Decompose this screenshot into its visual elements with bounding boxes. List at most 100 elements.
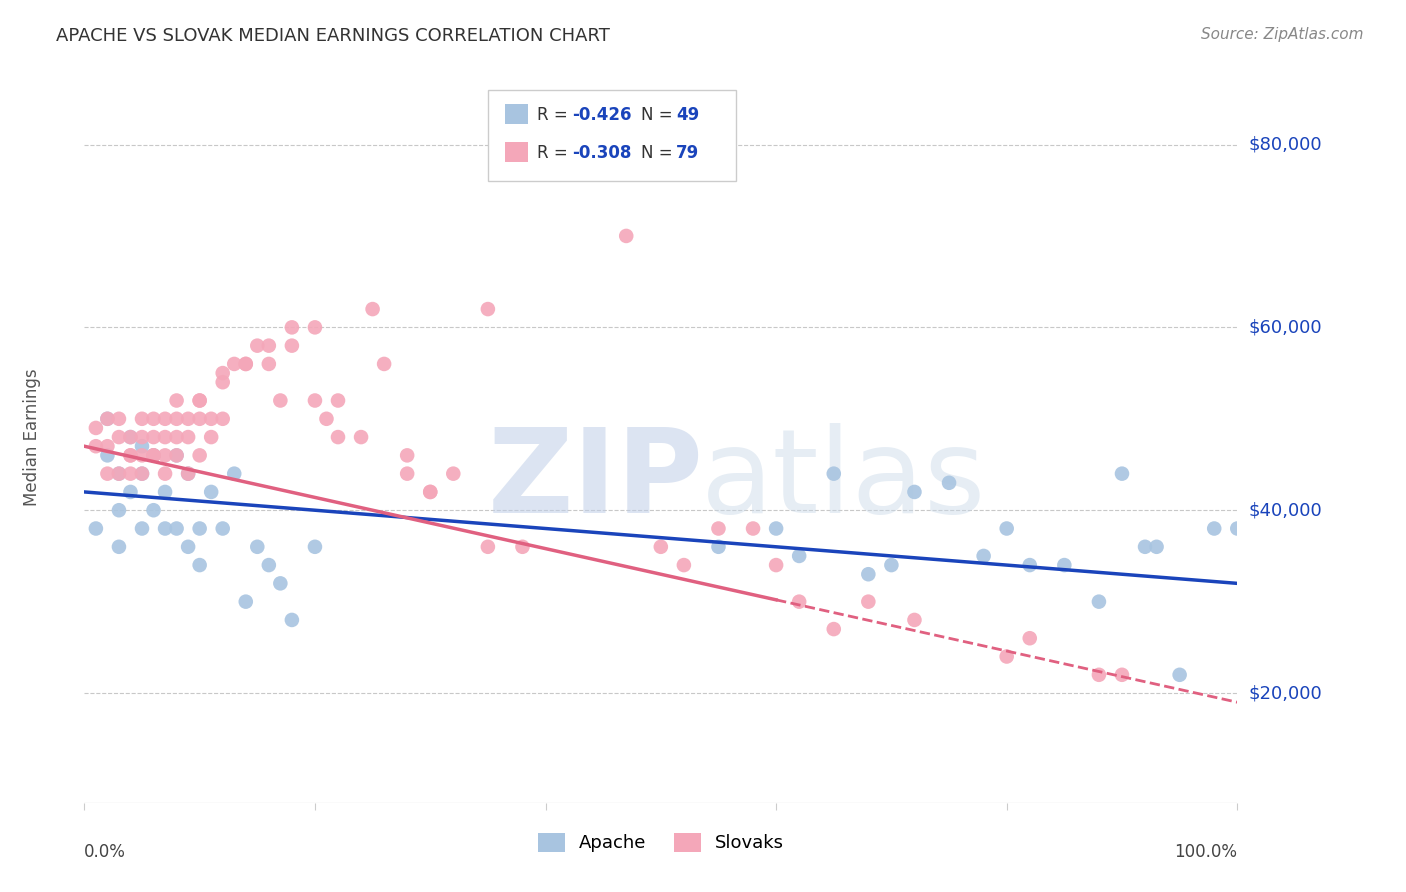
Point bbox=[84, 439, 107, 453]
Text: atlas: atlas bbox=[702, 424, 987, 539]
Point bbox=[131, 467, 153, 481]
Point bbox=[166, 448, 188, 462]
Point bbox=[131, 411, 153, 425]
Point bbox=[131, 521, 153, 535]
Text: -0.308: -0.308 bbox=[572, 145, 631, 162]
Point bbox=[269, 393, 291, 408]
Point bbox=[188, 448, 211, 462]
Point bbox=[281, 613, 304, 627]
Point bbox=[96, 448, 118, 462]
Point bbox=[326, 430, 349, 444]
Text: $80,000: $80,000 bbox=[1249, 136, 1322, 153]
Text: N =: N = bbox=[641, 106, 678, 124]
Point bbox=[142, 448, 165, 462]
Text: $20,000: $20,000 bbox=[1249, 684, 1322, 702]
Point bbox=[177, 430, 200, 444]
Point bbox=[108, 540, 131, 554]
Point bbox=[257, 558, 280, 573]
Text: R =: R = bbox=[537, 106, 574, 124]
Point bbox=[995, 521, 1018, 535]
Text: ZIP: ZIP bbox=[488, 424, 704, 539]
Point bbox=[153, 467, 176, 481]
Point bbox=[142, 448, 165, 462]
Point bbox=[166, 393, 188, 408]
Point bbox=[246, 540, 269, 554]
Point bbox=[650, 540, 672, 554]
Point bbox=[1133, 540, 1156, 554]
Point bbox=[512, 540, 534, 554]
Text: 49: 49 bbox=[676, 106, 699, 124]
Point bbox=[1018, 632, 1040, 646]
Point bbox=[614, 228, 637, 243]
Text: R =: R = bbox=[537, 145, 574, 162]
Point bbox=[235, 357, 257, 371]
Point bbox=[707, 540, 730, 554]
Point bbox=[787, 549, 810, 563]
Point bbox=[96, 439, 118, 453]
Point bbox=[281, 338, 304, 352]
Point bbox=[131, 448, 153, 462]
Point bbox=[304, 540, 326, 554]
Point bbox=[235, 594, 257, 608]
Point bbox=[166, 411, 188, 425]
Point bbox=[131, 439, 153, 453]
Point bbox=[823, 622, 845, 636]
Point bbox=[153, 448, 176, 462]
Point bbox=[246, 338, 269, 352]
FancyBboxPatch shape bbox=[488, 90, 735, 181]
Point bbox=[188, 411, 211, 425]
Point bbox=[188, 393, 211, 408]
Text: APACHE VS SLOVAK MEDIAN EARNINGS CORRELATION CHART: APACHE VS SLOVAK MEDIAN EARNINGS CORRELA… bbox=[56, 27, 610, 45]
Point bbox=[1088, 594, 1111, 608]
Point bbox=[120, 430, 142, 444]
Point bbox=[177, 411, 200, 425]
Point bbox=[224, 467, 246, 481]
Point bbox=[938, 475, 960, 490]
Point bbox=[188, 393, 211, 408]
Point bbox=[153, 411, 176, 425]
Point bbox=[153, 521, 176, 535]
Point bbox=[108, 411, 131, 425]
Point bbox=[419, 484, 441, 499]
FancyBboxPatch shape bbox=[505, 103, 529, 124]
Text: 79: 79 bbox=[676, 145, 699, 162]
Point bbox=[396, 448, 419, 462]
Point bbox=[315, 411, 337, 425]
Point bbox=[787, 594, 810, 608]
Text: Median Earnings: Median Earnings bbox=[24, 368, 42, 506]
Point bbox=[177, 467, 200, 481]
Point bbox=[304, 393, 326, 408]
Point bbox=[1111, 467, 1133, 481]
Point bbox=[188, 521, 211, 535]
Point bbox=[765, 521, 787, 535]
Point bbox=[108, 430, 131, 444]
Text: N =: N = bbox=[641, 145, 678, 162]
Point bbox=[211, 521, 233, 535]
Point bbox=[396, 467, 419, 481]
Point bbox=[257, 357, 280, 371]
Point bbox=[269, 576, 291, 591]
Point bbox=[1053, 558, 1076, 573]
Point bbox=[1018, 558, 1040, 573]
Point bbox=[96, 467, 118, 481]
Point bbox=[224, 357, 246, 371]
Point bbox=[142, 448, 165, 462]
Text: $40,000: $40,000 bbox=[1249, 501, 1322, 519]
Point bbox=[96, 411, 118, 425]
Point bbox=[995, 649, 1018, 664]
Point bbox=[108, 467, 131, 481]
Point bbox=[142, 411, 165, 425]
Point bbox=[419, 484, 441, 499]
Point bbox=[131, 430, 153, 444]
Point bbox=[765, 558, 787, 573]
Point bbox=[108, 467, 131, 481]
Point bbox=[142, 430, 165, 444]
FancyBboxPatch shape bbox=[505, 142, 529, 162]
Point bbox=[373, 357, 395, 371]
Point bbox=[1168, 667, 1191, 681]
Point bbox=[120, 448, 142, 462]
Point bbox=[200, 430, 222, 444]
Point bbox=[1146, 540, 1168, 554]
Point bbox=[903, 484, 925, 499]
Point bbox=[200, 484, 222, 499]
